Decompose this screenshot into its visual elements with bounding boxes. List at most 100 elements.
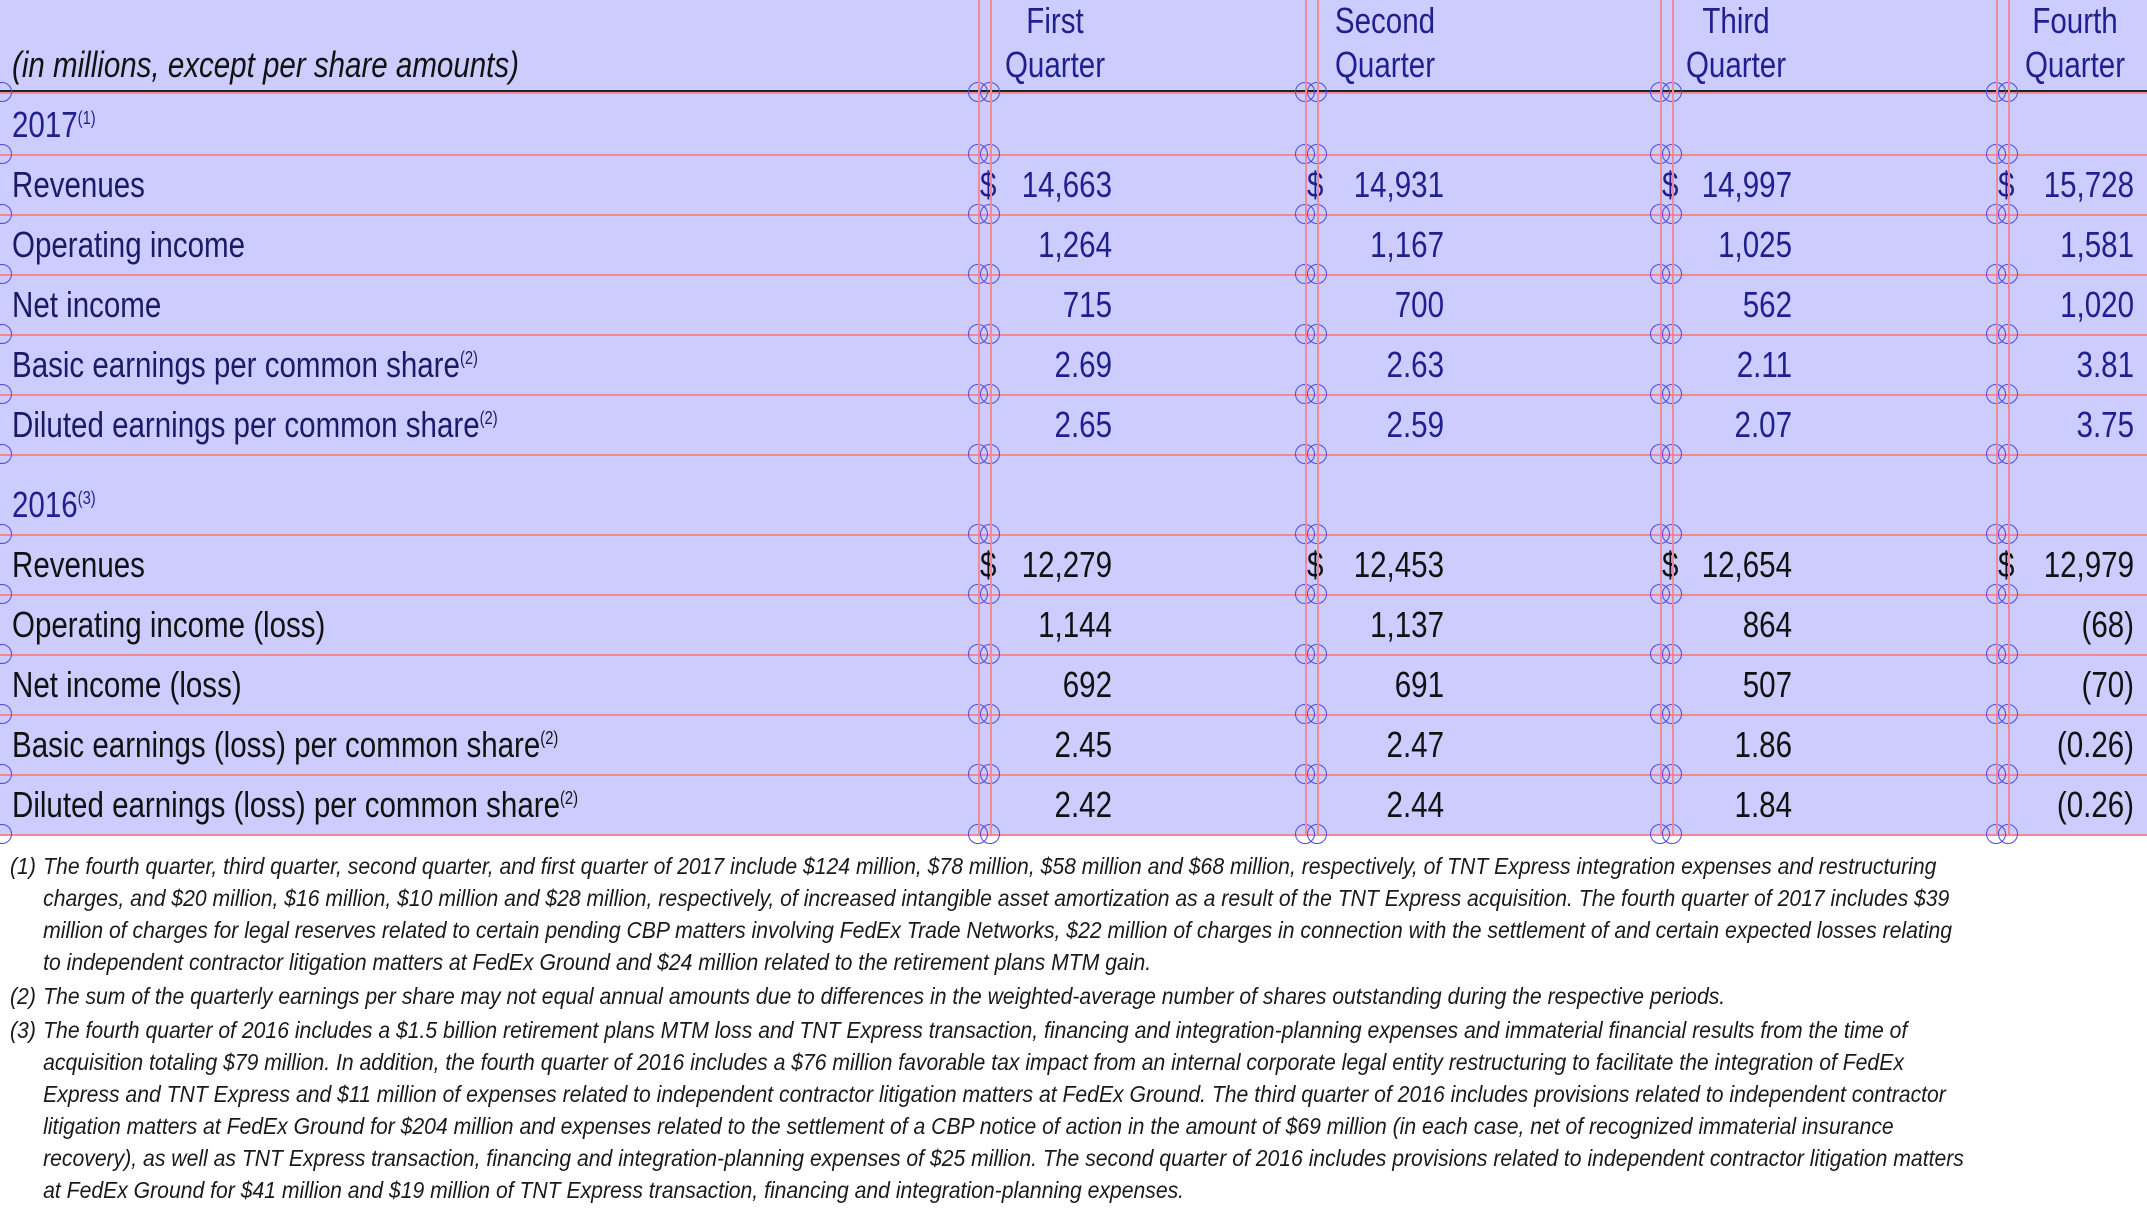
- row-divider: [0, 454, 2147, 456]
- footnote-number: (3): [10, 1017, 36, 1043]
- row-divider: [0, 834, 2147, 836]
- table-cell-value: 12,279: [1021, 544, 1112, 585]
- column-header-3-line1: Third: [1702, 0, 1770, 41]
- table-cell-value: 2.47: [1386, 724, 1444, 765]
- footnote-3: (3) The fourth quarter of 2016 includes a…: [10, 1014, 1965, 1206]
- column-header-1-line2: Quarter: [1004, 44, 1106, 85]
- footnote-2: (2) The sum of the quarterly earnings per…: [10, 980, 1965, 1012]
- table-cell-value: 2.07: [1734, 404, 1792, 445]
- column-divider: [990, 0, 992, 835]
- table-cell-value: 692: [1062, 664, 1112, 705]
- row-label: Basic earnings per common share(2): [12, 344, 478, 385]
- cell-marker: [0, 324, 12, 344]
- row-divider: [0, 774, 2147, 776]
- footnote-ref: (2): [540, 728, 559, 748]
- column-header-2-line2: Quarter: [1334, 44, 1435, 85]
- table-cell-value: 691: [1394, 664, 1444, 705]
- section-year-2017: 2017(1): [12, 104, 96, 146]
- footnote-number: (2): [10, 983, 36, 1009]
- table-cell-value: 715: [1062, 284, 1112, 325]
- column-divider: [1305, 0, 1307, 835]
- row-divider: [0, 274, 2147, 276]
- column-header-3-line2: Quarter: [1685, 44, 1787, 85]
- column-divider: [1660, 0, 1662, 835]
- footnote-ref: (2): [479, 408, 498, 428]
- column-divider: [1996, 0, 1998, 835]
- table-cell-value: 14,997: [1701, 164, 1792, 205]
- column-divider: [2008, 0, 2010, 835]
- row-label: Diluted earnings per common share(2): [12, 404, 498, 445]
- table-cell-value: 1,581: [2060, 224, 2134, 265]
- cell-marker: [0, 264, 12, 284]
- column-header-1-line1: First: [1026, 0, 1084, 41]
- table-cell-value: 2.45: [1054, 724, 1112, 765]
- table-cell-value: (68): [2081, 604, 2134, 645]
- table-cell-value: 2.42: [1054, 784, 1112, 825]
- table-cell-value: 12,654: [1701, 544, 1792, 585]
- year-label: 2017: [12, 104, 78, 145]
- table-caption: (in millions, except per share amounts): [12, 44, 519, 85]
- table-cell-value: 562: [1742, 284, 1792, 325]
- year-label: 2016: [12, 484, 78, 525]
- column-divider: [1317, 0, 1319, 835]
- table-cell-value: 1,264: [1038, 224, 1112, 265]
- section-year-2016: 2016(3): [12, 484, 96, 526]
- column-divider: [1672, 0, 1674, 835]
- table-cell-value: 2.44: [1386, 784, 1444, 825]
- currency-symbol: $: [1998, 164, 2015, 205]
- cell-marker: [0, 764, 12, 784]
- table-cell-value: 864: [1742, 604, 1792, 645]
- row-divider: [0, 594, 2147, 596]
- table-cell-value: (0.26): [2056, 724, 2134, 765]
- cell-marker: [0, 204, 12, 224]
- table-cell-value: 1,020: [2060, 284, 2134, 325]
- table-cell-value: 507: [1742, 664, 1792, 705]
- currency-symbol: $: [1307, 164, 1324, 205]
- financial-table: (in millions, except per share amounts) …: [0, 0, 2147, 844]
- footnote-1: (1) The fourth quarter, third quarter, se…: [10, 850, 1965, 978]
- row-label: Basic earnings (loss) per common share(2…: [12, 724, 559, 765]
- cell-marker: [0, 524, 12, 544]
- cell-marker: [0, 144, 12, 164]
- row-divider: [0, 654, 2147, 656]
- row-label: Revenues: [12, 164, 145, 205]
- currency-symbol: $: [1998, 544, 2015, 585]
- footnote-ref: (2): [560, 788, 579, 808]
- currency-symbol: $: [1307, 544, 1324, 585]
- table-cell-value: 1,025: [1718, 224, 1792, 265]
- header-rule: [0, 90, 2147, 93]
- table-cell-value: 3.81: [2076, 344, 2134, 385]
- table-cell-value: (0.26): [2056, 784, 2134, 825]
- row-label: Operating income: [12, 224, 246, 265]
- footnote-ref: (3): [77, 488, 96, 508]
- currency-symbol: $: [1662, 164, 1679, 205]
- table-cell-value: 14,663: [1021, 164, 1112, 205]
- table-cell-value: 2.59: [1386, 404, 1444, 445]
- table-cell-value: 2.69: [1054, 344, 1112, 385]
- table-cell-value: 12,453: [1353, 544, 1444, 585]
- cell-marker: [0, 584, 12, 604]
- row-divider: [0, 334, 2147, 336]
- row-divider: [0, 214, 2147, 216]
- table-cell-value: 700: [1394, 284, 1444, 325]
- row-divider: [0, 154, 2147, 156]
- table-cell-value: (70): [2081, 664, 2134, 705]
- cell-marker: [0, 704, 12, 724]
- column-header-2-line1: Second: [1334, 0, 1435, 41]
- cell-marker: [0, 644, 12, 664]
- currency-symbol: $: [980, 164, 997, 205]
- table-cell-value: 14,931: [1353, 164, 1444, 205]
- row-divider: [0, 714, 2147, 716]
- row-label: Net income (loss): [12, 664, 242, 705]
- column-divider: [978, 0, 980, 835]
- currency-symbol: $: [1662, 544, 1679, 585]
- table-cell-value: 1.84: [1734, 784, 1792, 825]
- footnote-text: The fourth quarter of 2016 includes a $1…: [43, 1017, 1964, 1203]
- table-cell-value: 12,979: [2043, 544, 2134, 585]
- cell-marker: [0, 384, 12, 404]
- footnote-text: The sum of the quarterly earnings per sh…: [43, 983, 1726, 1009]
- currency-symbol: $: [980, 544, 997, 585]
- table-cell-value: 2.63: [1386, 344, 1444, 385]
- row-label: Diluted earnings (loss) per common share…: [12, 784, 579, 825]
- row-label: Net income: [12, 284, 162, 325]
